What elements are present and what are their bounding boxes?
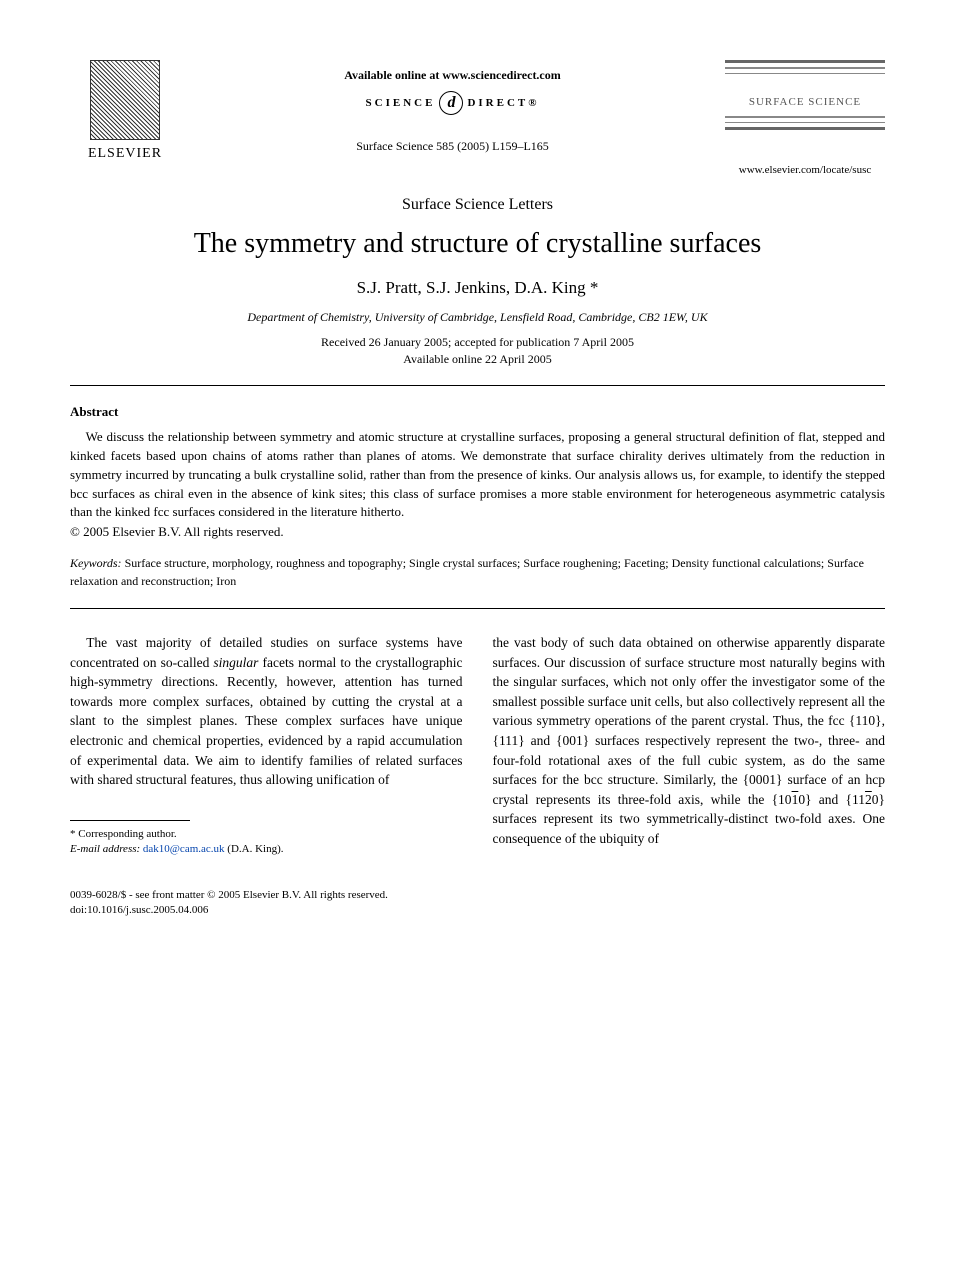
elsevier-tree-logo [90, 60, 160, 140]
body-columns: The vast majority of detailed studies on… [70, 633, 885, 857]
body-text: 0} and {11 [798, 792, 865, 807]
journal-url: www.elsevier.com/locate/susc [739, 164, 871, 176]
publisher-name: ELSEVIER [88, 146, 162, 162]
body-para-1-left: The vast majority of detailed studies on… [70, 633, 463, 790]
sd-right: DIRECT® [467, 97, 539, 109]
email-line: E-mail address: dak10@cam.ac.uk (D.A. Ki… [70, 842, 463, 857]
center-header: Available online at www.sciencedirect.co… [180, 60, 725, 154]
body-text: facets normal to the crystallographic hi… [70, 655, 463, 787]
keywords-label: Keywords: [70, 556, 122, 570]
available-date-line: Available online 22 April 2005 [70, 352, 885, 367]
keywords-block: Keywords: Surface structure, morphology,… [70, 554, 885, 590]
body-text: the vast body of such data obtained on o… [493, 635, 886, 807]
journal-reference: Surface Science 585 (2005) L159–L165 [356, 139, 549, 154]
affiliation: Department of Chemistry, University of C… [70, 310, 885, 325]
journal-bars-decoration-bottom [725, 116, 885, 134]
sciencedirect-d-icon: d [439, 91, 463, 115]
email-label: E-mail address: [70, 843, 140, 855]
body-para-1-right: the vast body of such data obtained on o… [493, 633, 886, 848]
abstract-heading: Abstract [70, 404, 885, 420]
body-column-right: the vast body of such data obtained on o… [493, 633, 886, 857]
abstract-copyright: © 2005 Elsevier B.V. All rights reserved… [70, 524, 885, 540]
miller-index-overline: 2 [865, 792, 872, 807]
body-column-left: The vast majority of detailed studies on… [70, 633, 463, 857]
received-date-line: Received 26 January 2005; accepted for p… [70, 335, 885, 350]
authors-line: S.J. Pratt, S.J. Jenkins, D.A. King * [70, 278, 885, 298]
footnote-separator [70, 820, 190, 821]
science-direct-wordmark: SCIENCE d DIRECT® [366, 91, 540, 115]
section-label: Surface Science Letters [70, 196, 885, 214]
author-email-link[interactable]: dak10@cam.ac.uk [143, 843, 225, 855]
footnote-block: * Corresponding author. E-mail address: … [70, 827, 463, 858]
footer-copyright: 0039-6028/$ - see front matter © 2005 El… [70, 888, 885, 903]
body-em: singular [213, 655, 258, 670]
journal-cover-block: SURFACE SCIENCE www.elsevier.com/locate/… [725, 60, 885, 176]
sd-left: SCIENCE [366, 97, 436, 109]
journal-bars-decoration [725, 60, 885, 78]
journal-title-box: SURFACE SCIENCE [749, 96, 861, 108]
abstract-text: We discuss the relationship between symm… [70, 428, 885, 522]
rule-below-keywords [70, 608, 885, 609]
corresponding-author-note: * Corresponding author. [70, 827, 463, 842]
page-footer: 0039-6028/$ - see front matter © 2005 El… [70, 888, 885, 919]
rule-above-abstract [70, 385, 885, 386]
paper-title: The symmetry and structure of crystallin… [70, 228, 885, 260]
footer-doi: doi:10.1016/j.susc.2005.04.006 [70, 903, 885, 918]
header-row: ELSEVIER Available online at www.science… [70, 60, 885, 176]
keywords-text: Surface structure, morphology, roughness… [70, 556, 864, 588]
publisher-block: ELSEVIER [70, 60, 180, 162]
available-online-text: Available online at www.sciencedirect.co… [344, 68, 561, 83]
email-suffix: (D.A. King). [225, 843, 284, 855]
